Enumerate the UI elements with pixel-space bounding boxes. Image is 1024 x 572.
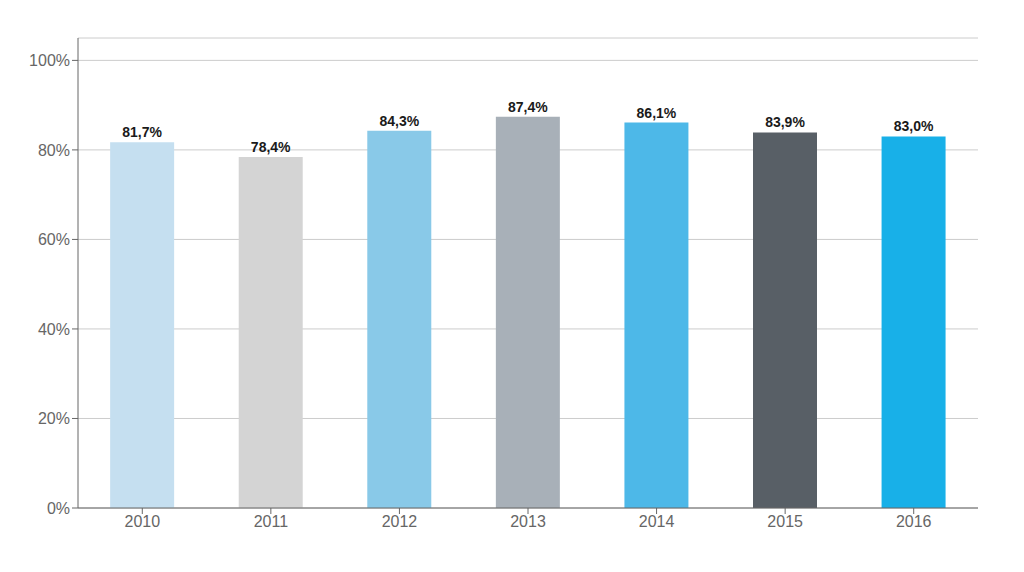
svg-text:2010: 2010 <box>124 513 160 530</box>
svg-text:84,3%: 84,3% <box>379 113 419 129</box>
svg-text:83,0%: 83,0% <box>894 118 934 134</box>
svg-text:0%: 0% <box>47 500 70 517</box>
svg-text:80%: 80% <box>38 142 70 159</box>
svg-text:100%: 100% <box>29 52 70 69</box>
svg-text:60%: 60% <box>38 231 70 248</box>
svg-text:40%: 40% <box>38 321 70 338</box>
svg-text:2015: 2015 <box>767 513 803 530</box>
svg-text:2011: 2011 <box>254 513 289 530</box>
svg-text:20%: 20% <box>38 410 70 427</box>
svg-text:81,7%: 81,7% <box>122 124 162 140</box>
svg-text:86,1%: 86,1% <box>637 105 677 121</box>
svg-text:87,4%: 87,4% <box>508 99 548 115</box>
svg-text:2012: 2012 <box>382 513 418 530</box>
svg-text:2016: 2016 <box>896 513 932 530</box>
svg-text:2014: 2014 <box>639 513 675 530</box>
svg-text:2013: 2013 <box>510 513 546 530</box>
svg-text:83,9%: 83,9% <box>765 114 805 130</box>
svg-text:78,4%: 78,4% <box>251 139 291 155</box>
